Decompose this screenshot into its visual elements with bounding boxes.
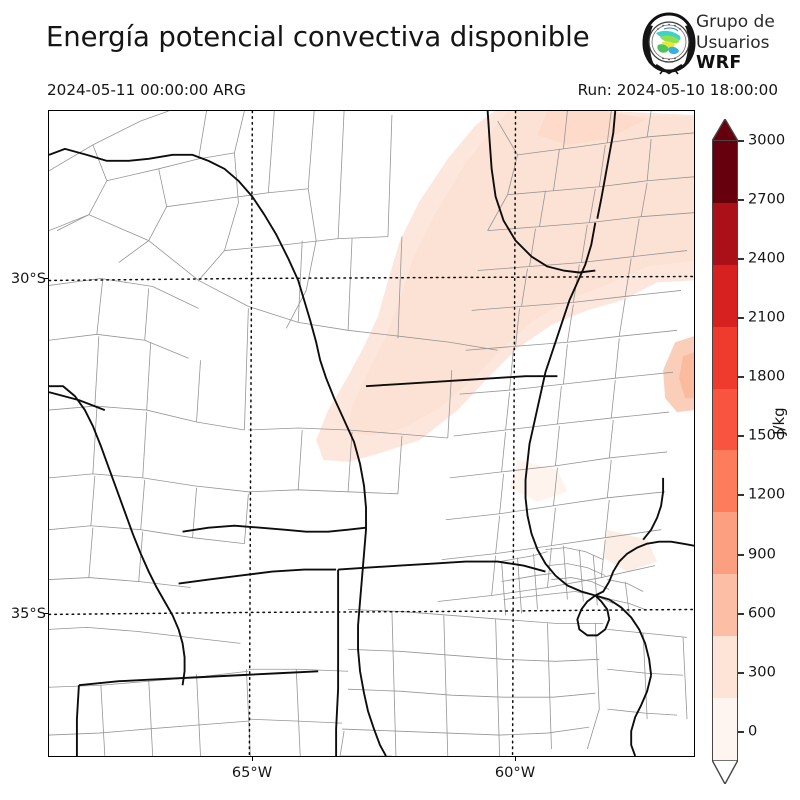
colorbar-band <box>713 141 737 203</box>
colorbar-extend-max-arrow <box>712 119 738 141</box>
colorbar-unit-label: J/kg <box>770 407 788 435</box>
province-and-country-borders <box>49 111 694 756</box>
colorbar-gradient-bands <box>712 140 738 761</box>
ytick-mark-30s <box>44 278 48 280</box>
graticule-lat-35s <box>49 608 694 616</box>
colorbar-tick-mark <box>738 199 744 201</box>
ytick-mark-35s <box>44 613 48 615</box>
logo-line-2: Usuarios <box>696 32 770 53</box>
xtick-label-65w: 65°W <box>231 764 273 781</box>
colorbar-tick-mark <box>738 554 744 556</box>
colorbar-band <box>713 512 737 575</box>
colorbar-tick-label: 2100 <box>748 308 786 326</box>
xtick-label-60w: 60°W <box>494 764 536 781</box>
colorbar-band <box>713 388 737 451</box>
colorbar-tick-mark <box>738 258 744 260</box>
xtick-mark-60w <box>515 757 517 761</box>
colorbar-tick-mark <box>738 376 744 378</box>
colorbar-tick-label: 2700 <box>748 190 786 208</box>
ytick-label-35s: 35°S <box>10 605 46 622</box>
colorbar-tick-mark <box>738 613 744 615</box>
wrf-user-group-logo: Grupo de Usuarios WRF <box>640 11 792 77</box>
ytick-label-30s: 30°S <box>10 270 46 287</box>
colorbar-tick-mark <box>738 731 744 733</box>
cape-shaded-field <box>316 111 694 572</box>
colorbar-tick-mark <box>738 140 744 142</box>
department-boundaries <box>49 111 694 756</box>
colorbar-band <box>713 698 737 760</box>
colorbar-tick-label: 600 <box>748 604 776 622</box>
colorbar-band <box>713 202 737 265</box>
xtick-mark-65w <box>252 757 254 761</box>
colorbar-tick-label: 1500 <box>748 426 786 444</box>
graticule-lat-30s <box>49 275 694 282</box>
colorbar-extend-min-arrow <box>712 760 738 784</box>
colorbar-tick-label: 900 <box>748 545 776 563</box>
graticule-lines <box>49 111 694 756</box>
map-plot-area[interactable] <box>48 110 695 757</box>
colorbar-tick-label: 1800 <box>748 367 786 385</box>
colorbar-tick-mark <box>738 672 744 674</box>
colorbar-tick-label: 1200 <box>748 485 786 503</box>
colorbar-band <box>713 264 737 327</box>
page-title: Energía potencial convectiva disponible <box>46 21 590 53</box>
colorbar-band <box>713 574 737 637</box>
graticule-lon-65w <box>248 111 254 756</box>
colorbar-tick-label: 0 <box>748 722 758 740</box>
wrf-globe-wreath-emblem <box>642 12 696 75</box>
colorbar-band <box>713 636 737 699</box>
colorbar[interactable]: 3000 2700 2400 2100 1800 1500 1200 900 600 300 0 J… <box>708 110 800 784</box>
colorbar-tick-mark <box>738 494 744 496</box>
colorbar-tick-mark <box>738 435 744 437</box>
graticule-lon-60w <box>511 111 517 756</box>
colorbar-tick-label: 300 <box>748 663 776 681</box>
run-time-label: Run: 2024-05-10 18:00:00 <box>577 81 778 99</box>
colorbar-tick-mark <box>738 317 744 319</box>
colorbar-tick-label: 2400 <box>748 249 786 267</box>
header: Energía potencial convectiva disponible … <box>0 0 800 110</box>
valid-time-label: 2024-05-11 00:00:00 ARG <box>47 81 246 99</box>
logo-line-3: WRF <box>696 53 742 73</box>
map-vector-layer <box>49 111 694 756</box>
colorbar-band <box>713 326 737 389</box>
colorbar-band <box>713 450 737 513</box>
logo-text-block: Grupo de Usuarios WRF <box>696 12 792 74</box>
logo-line-1: Grupo de <box>696 12 775 32</box>
colorbar-tick-label: 3000 <box>748 131 786 149</box>
